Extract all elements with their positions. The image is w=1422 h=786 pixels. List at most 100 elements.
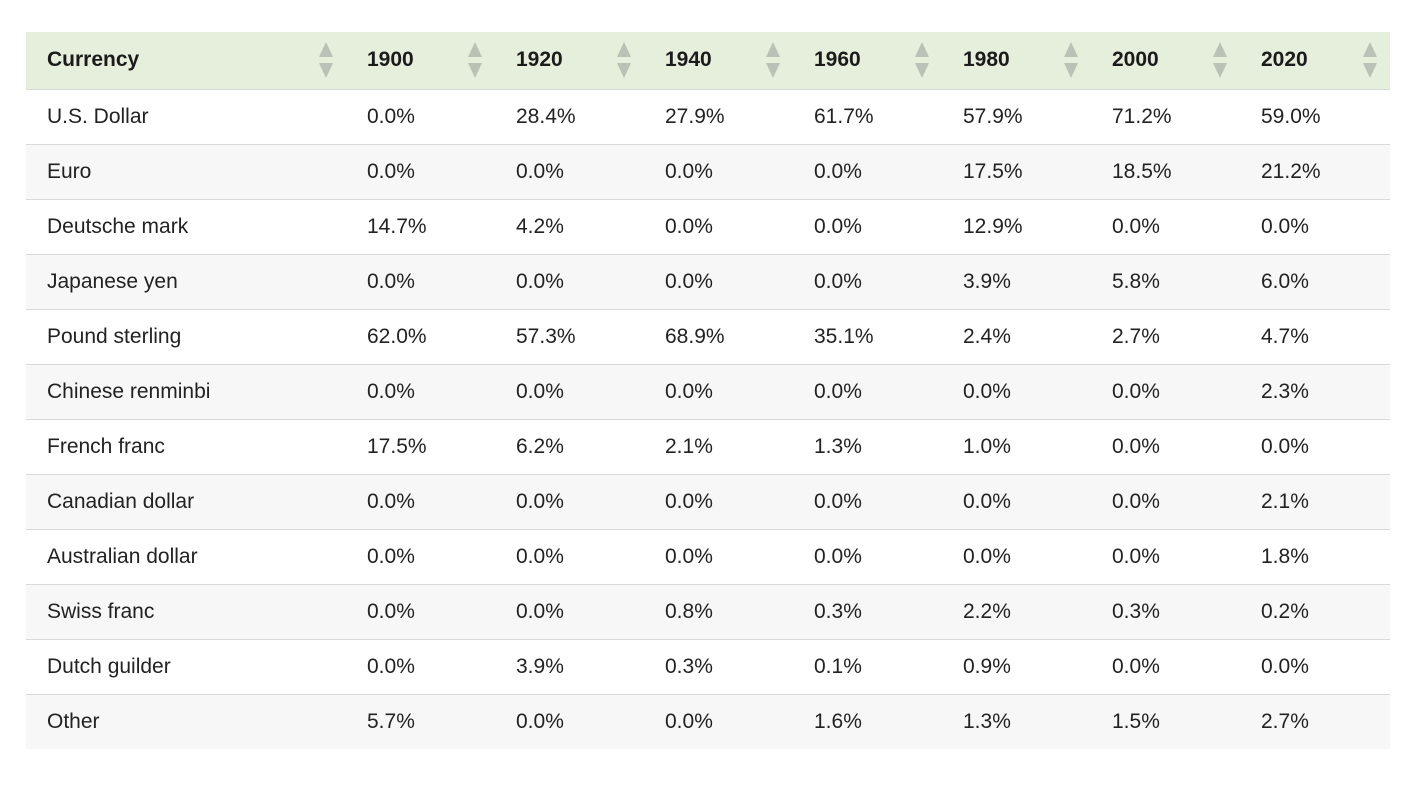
column-header-label: 1940 — [665, 48, 712, 72]
share-value-cell: 0.0% — [367, 599, 415, 623]
share-value-cell: 0.3% — [814, 599, 862, 623]
table-body: U.S. Dollar 0.0% 28.4% 27.9% 61.7% 57.9% 71.2%… — [26, 89, 1390, 749]
share-value-cell: 18.5% — [1112, 159, 1172, 183]
currency-name-cell: Pound sterling — [47, 324, 182, 348]
share-value-cell: 71.2% — [1112, 104, 1172, 128]
column-header-2000[interactable]: 2000 — [1091, 32, 1240, 89]
table-row: U.S. Dollar 0.0% 28.4% 27.9% 61.7% 57.9% 71.2%… — [26, 89, 1390, 144]
share-value-cell: 0.0% — [1261, 654, 1309, 678]
column-header-1940[interactable]: 1940 — [644, 32, 793, 89]
column-header-label: 1980 — [963, 48, 1010, 72]
currency-name-cell: French franc — [47, 434, 165, 458]
share-value-cell: 68.9% — [665, 324, 725, 348]
column-header-label: 1920 — [516, 48, 563, 72]
currency-table-container: Currency 1900 1920 1940 1960 1980 2000 2020 U.S… — [26, 32, 1390, 749]
currency-name-cell: Chinese renminbi — [47, 379, 211, 403]
share-value-cell: 1.6% — [814, 709, 862, 733]
share-value-cell: 2.7% — [1112, 324, 1160, 348]
share-value-cell: 0.0% — [516, 544, 564, 568]
sort-down-arrow — [1363, 63, 1377, 79]
sort-up-arrow — [1363, 42, 1377, 58]
share-value-cell: 62.0% — [367, 324, 427, 348]
sort-icon[interactable] — [1362, 41, 1378, 79]
share-value-cell: 0.0% — [665, 709, 713, 733]
column-header-1960[interactable]: 1960 — [793, 32, 942, 89]
share-value-cell: 0.0% — [516, 489, 564, 513]
sort-icon[interactable] — [467, 41, 483, 79]
sort-down-arrow — [766, 63, 780, 79]
share-value-cell: 6.0% — [1261, 269, 1309, 293]
share-value-cell: 0.0% — [665, 544, 713, 568]
header-row: Currency 1900 1920 1940 1960 1980 2000 2020 — [26, 32, 1390, 89]
column-header-2020[interactable]: 2020 — [1240, 32, 1390, 89]
share-value-cell: 0.0% — [963, 544, 1011, 568]
share-value-cell: 0.0% — [814, 159, 862, 183]
share-value-cell: 57.9% — [963, 104, 1023, 128]
currency-name-cell: U.S. Dollar — [47, 104, 149, 128]
table-row: Australian dollar 0.0% 0.0% 0.0% 0.0% 0.0% 0.0… — [26, 529, 1390, 584]
column-header-1980[interactable]: 1980 — [942, 32, 1091, 89]
share-value-cell: 0.0% — [1112, 214, 1160, 238]
share-value-cell: 0.0% — [814, 489, 862, 513]
share-value-cell: 1.3% — [963, 709, 1011, 733]
share-value-cell: 0.0% — [814, 214, 862, 238]
sort-icon[interactable] — [1063, 41, 1079, 79]
sort-up-arrow — [1213, 42, 1227, 58]
table-row: Swiss franc 0.0% 0.0% 0.8% 0.3% 2.2% 0.3% 0.2% — [26, 584, 1390, 639]
sort-up-arrow — [766, 42, 780, 58]
share-value-cell: 0.0% — [665, 489, 713, 513]
share-value-cell: 0.0% — [516, 379, 564, 403]
sort-down-arrow — [617, 63, 631, 79]
column-header-label: 2020 — [1261, 48, 1308, 72]
sort-icon[interactable] — [616, 41, 632, 79]
currency-name-cell: Dutch guilder — [47, 654, 171, 678]
table-row: Chinese renminbi 0.0% 0.0% 0.0% 0.0% 0.0% 0.0%… — [26, 364, 1390, 419]
share-value-cell: 2.1% — [1261, 489, 1309, 513]
column-header-1900[interactable]: 1900 — [346, 32, 495, 89]
sort-icon[interactable] — [1212, 41, 1228, 79]
share-value-cell: 57.3% — [516, 324, 576, 348]
share-value-cell: 21.2% — [1261, 159, 1321, 183]
column-header-label: 1960 — [814, 48, 861, 72]
share-value-cell: 1.5% — [1112, 709, 1160, 733]
table-row: Canadian dollar 0.0% 0.0% 0.0% 0.0% 0.0% 0.0% 2… — [26, 474, 1390, 529]
share-value-cell: 2.3% — [1261, 379, 1309, 403]
share-value-cell: 59.0% — [1261, 104, 1321, 128]
column-header-currency[interactable]: Currency — [26, 32, 346, 89]
sort-down-arrow — [468, 63, 482, 79]
share-value-cell: 0.0% — [1112, 434, 1160, 458]
table-row: Japanese yen 0.0% 0.0% 0.0% 0.0% 3.9% 5.8% 6.0% — [26, 254, 1390, 309]
currency-name-cell: Australian dollar — [47, 544, 198, 568]
share-value-cell: 0.3% — [665, 654, 713, 678]
sort-up-arrow — [915, 42, 929, 58]
share-value-cell: 2.2% — [963, 599, 1011, 623]
share-value-cell: 0.0% — [516, 599, 564, 623]
sort-down-arrow — [1064, 63, 1078, 79]
share-value-cell: 0.0% — [367, 379, 415, 403]
share-value-cell: 12.9% — [963, 214, 1023, 238]
share-value-cell: 3.9% — [963, 269, 1011, 293]
share-value-cell: 0.3% — [1112, 599, 1160, 623]
currency-name-cell: Japanese yen — [47, 269, 178, 293]
share-value-cell: 17.5% — [963, 159, 1023, 183]
share-value-cell: 3.9% — [516, 654, 564, 678]
share-value-cell: 1.0% — [963, 434, 1011, 458]
sort-icon[interactable] — [914, 41, 930, 79]
table-row: French franc 17.5% 6.2% 2.1% 1.3% 1.0% 0.0% 0.0… — [26, 419, 1390, 474]
share-value-cell: 0.0% — [516, 709, 564, 733]
share-value-cell: 0.0% — [1112, 654, 1160, 678]
share-value-cell: 2.1% — [665, 434, 713, 458]
share-value-cell: 6.2% — [516, 434, 564, 458]
share-value-cell: 0.0% — [367, 489, 415, 513]
share-value-cell: 0.0% — [1112, 379, 1160, 403]
share-value-cell: 0.0% — [963, 379, 1011, 403]
column-header-1920[interactable]: 1920 — [495, 32, 644, 89]
sort-icon[interactable] — [765, 41, 781, 79]
share-value-cell: 0.1% — [814, 654, 862, 678]
share-value-cell: 0.0% — [814, 544, 862, 568]
sort-down-arrow — [319, 63, 333, 79]
sort-up-arrow — [319, 42, 333, 58]
table-row: Dutch guilder 0.0% 3.9% 0.3% 0.1% 0.9% 0.0% 0.0… — [26, 639, 1390, 694]
sort-icon[interactable] — [318, 41, 334, 79]
share-value-cell: 0.0% — [665, 214, 713, 238]
